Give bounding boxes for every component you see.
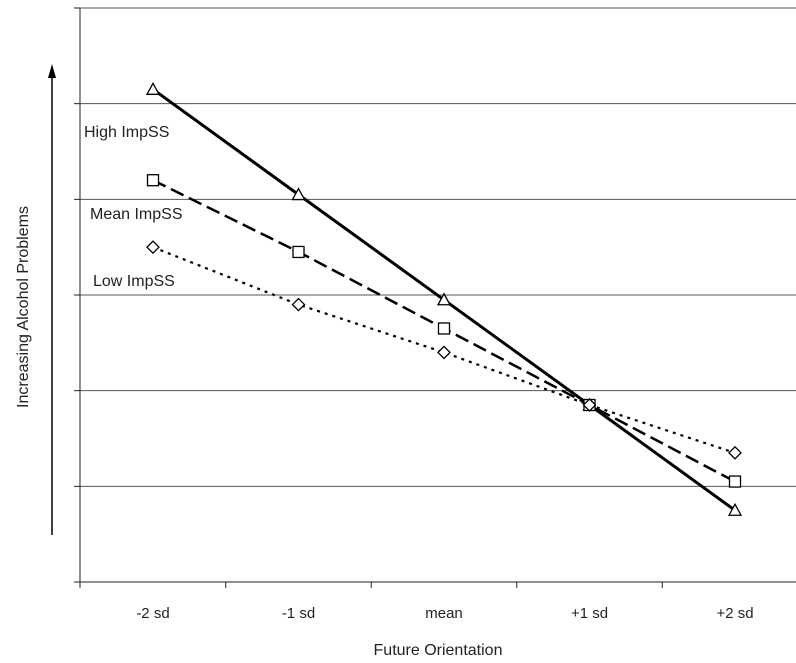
x-tick-label: +2 sd xyxy=(716,605,753,622)
data-point xyxy=(291,187,306,201)
data-point xyxy=(437,345,451,360)
y-axis-title: Increasing Alcohol Problems xyxy=(15,206,32,408)
x-tick-label: mean xyxy=(425,605,463,622)
data-point xyxy=(437,322,451,335)
x-tick-label: +1 sd xyxy=(571,605,608,622)
series-label: High ImpSS xyxy=(84,124,169,141)
data-point xyxy=(146,240,160,255)
data-point xyxy=(727,502,743,516)
x-tick-label: -2 sd xyxy=(136,605,169,622)
x-tick-label: -1 sd xyxy=(282,605,315,622)
data-point xyxy=(582,398,597,412)
gridlines xyxy=(80,7,796,487)
data-point xyxy=(436,292,452,306)
labels: -2 sd -1 sd mean +1 sd +2 sd Future Orientati… xyxy=(15,124,754,659)
axes xyxy=(48,7,796,588)
data-point xyxy=(728,445,742,460)
data-point xyxy=(146,174,160,187)
series-line xyxy=(152,246,736,454)
data-point xyxy=(292,245,305,259)
series-label: Mean ImpSS xyxy=(90,206,182,223)
y-direction-arrow-head xyxy=(48,64,56,78)
data-point xyxy=(145,81,161,95)
x-axis-title: Future Orientation xyxy=(374,642,503,659)
data-point xyxy=(728,475,742,488)
series-label: Low ImpSS xyxy=(93,273,175,290)
series-markers xyxy=(145,81,743,516)
data-point xyxy=(291,297,306,312)
